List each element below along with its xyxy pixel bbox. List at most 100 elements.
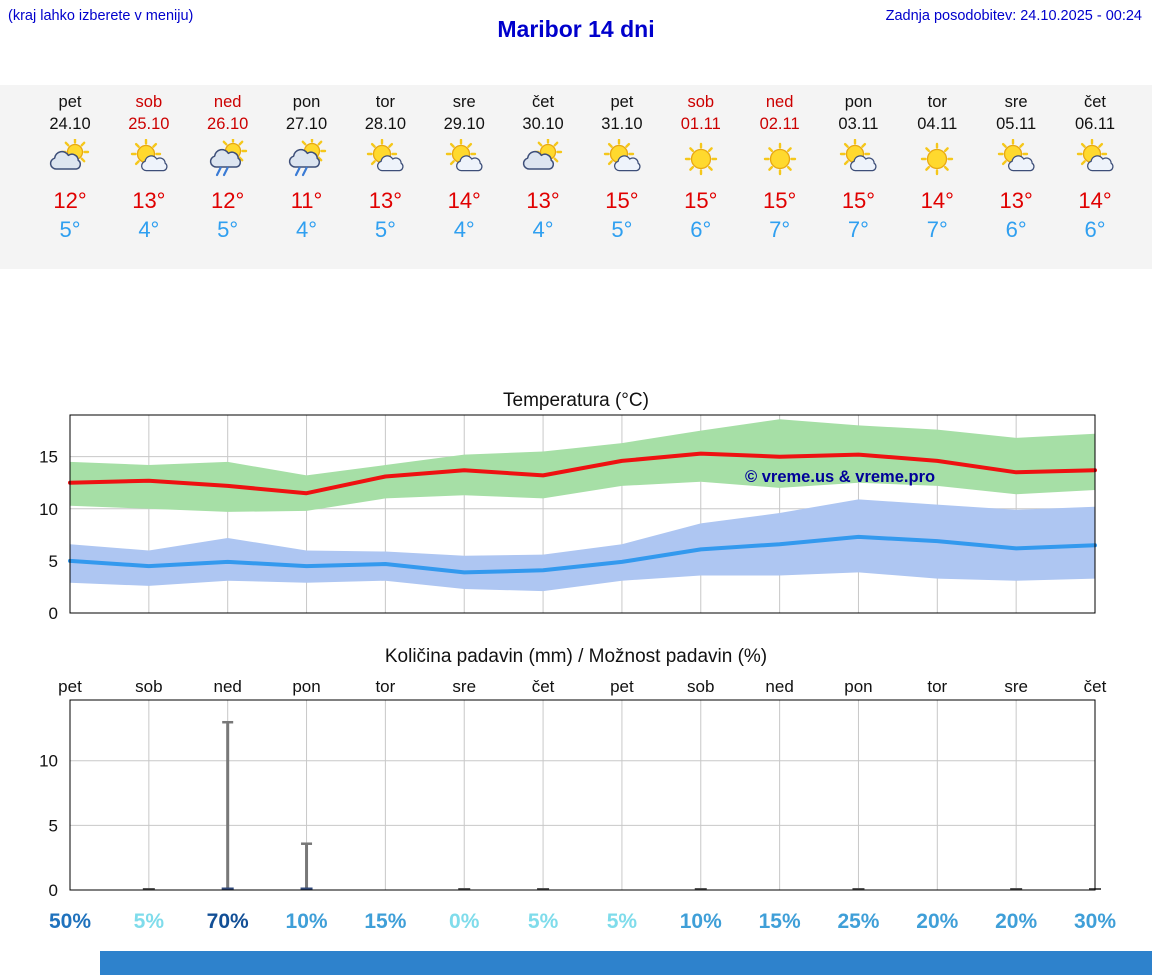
sunny-icon bbox=[915, 139, 959, 179]
date-label: 26.10 bbox=[207, 115, 249, 133]
date-label: 30.10 bbox=[522, 115, 564, 133]
forecast-day-column: čet 06.11 14° 6° bbox=[1055, 91, 1135, 243]
svg-text:sre: sre bbox=[1004, 677, 1028, 696]
forecast-day-column: pon 03.11 15° 7° bbox=[818, 91, 898, 243]
low-temp: 4° bbox=[532, 217, 554, 242]
svg-text:0: 0 bbox=[49, 881, 58, 900]
day-label: čet bbox=[1083, 93, 1106, 111]
forecast-day-column: ned 02.11 15° 7° bbox=[740, 91, 820, 243]
svg-text:20%: 20% bbox=[995, 910, 1037, 933]
svg-text:pet: pet bbox=[610, 677, 634, 696]
svg-text:sre: sre bbox=[452, 677, 476, 696]
svg-text:sob: sob bbox=[135, 677, 162, 696]
date-label: 03.11 bbox=[838, 115, 879, 133]
page-title: Maribor 14 dni bbox=[497, 16, 655, 42]
high-temp: 13° bbox=[368, 188, 403, 213]
forecast-day-column: pet 31.10 15° 5° bbox=[582, 91, 662, 243]
date-label: 27.10 bbox=[285, 115, 328, 133]
date-label: 04.11 bbox=[917, 115, 958, 133]
svg-text:0%: 0% bbox=[449, 910, 480, 933]
date-label: 29.10 bbox=[443, 115, 485, 133]
low-temp: 7° bbox=[847, 217, 869, 242]
forecast-strip: pet 24.10 12° 5° sob 25.10 13° 4° ned 26.10 12° 5° p… bbox=[0, 85, 1152, 269]
last-update-label: Zadnja posodobitev: 24.10.2025 - 00:24 bbox=[885, 8, 1142, 24]
forecast-day-column: čet 30.10 13° 4° bbox=[503, 91, 583, 243]
svg-text:5: 5 bbox=[49, 552, 58, 571]
footer-banner bbox=[100, 951, 1152, 975]
sun-cloud-rain-icon bbox=[285, 136, 329, 179]
date-label: 25.10 bbox=[128, 115, 170, 133]
high-temp: 11° bbox=[290, 188, 323, 213]
precip-gridlines bbox=[70, 700, 1095, 890]
day-label: sob bbox=[135, 93, 163, 111]
high-temp: 13° bbox=[999, 188, 1033, 213]
temp-plot-border bbox=[69, 414, 1096, 614]
copyright-watermark: © vreme.us & vreme.pro bbox=[745, 468, 935, 486]
low-temp: 6° bbox=[1084, 217, 1106, 242]
precipitation-chart: pet sob ned pon tor sre čet pet sob ned pon tor sre č… bbox=[39, 677, 1116, 933]
sun-small-cloud-icon bbox=[127, 138, 171, 179]
sun-small-cloud-icon bbox=[994, 138, 1038, 179]
forecast-day-column: tor 28.10 13° 5° bbox=[345, 91, 425, 243]
forecast-day-column: sob 25.10 13° 4° bbox=[109, 91, 189, 243]
svg-text:ned: ned bbox=[765, 677, 793, 696]
svg-text:10%: 10% bbox=[680, 910, 722, 933]
day-label: tor bbox=[375, 93, 395, 111]
svg-text:30%: 30% bbox=[1074, 910, 1116, 933]
svg-text:5%: 5% bbox=[607, 910, 638, 933]
date-label: 28.10 bbox=[364, 115, 407, 133]
high-temp: 12° bbox=[211, 188, 245, 213]
svg-text:tor: tor bbox=[375, 677, 395, 696]
sunny-icon bbox=[679, 139, 723, 179]
forecast-day-column: pet 24.10 12° 5° bbox=[30, 91, 110, 243]
low-temp: 5° bbox=[374, 217, 396, 242]
svg-text:10: 10 bbox=[39, 500, 58, 519]
low-temp: 6° bbox=[1005, 217, 1027, 242]
svg-text:5: 5 bbox=[49, 816, 58, 835]
svg-text:0: 0 bbox=[49, 604, 58, 623]
svg-text:pet: pet bbox=[58, 677, 82, 696]
low-temp: 5° bbox=[59, 217, 81, 242]
forecast-day-column: sre 29.10 14° 4° bbox=[424, 91, 504, 243]
high-temp: 15° bbox=[762, 188, 797, 213]
precip-y-axis-labels: 0 5 10 bbox=[39, 752, 58, 900]
date-label: 05.11 bbox=[996, 115, 1037, 133]
date-label: 02.11 bbox=[759, 115, 800, 133]
low-temp: 5° bbox=[217, 217, 239, 242]
day-label: ned bbox=[213, 93, 242, 111]
svg-text:ned: ned bbox=[214, 677, 242, 696]
precip-day-labels: pet sob ned pon tor sre čet pet sob ned pon tor sre č… bbox=[58, 677, 1106, 696]
high-temp: 15° bbox=[684, 188, 718, 213]
low-temp: 7° bbox=[769, 217, 791, 242]
svg-text:pon: pon bbox=[844, 677, 872, 696]
day-label: čet bbox=[532, 93, 555, 111]
svg-text:25%: 25% bbox=[837, 910, 879, 933]
sun-cloud-rain-icon bbox=[206, 136, 250, 179]
sun-cloud-icon bbox=[521, 137, 565, 179]
precip-plot-border bbox=[69, 699, 1096, 891]
high-temp: 12° bbox=[53, 188, 87, 213]
svg-text:čet: čet bbox=[1084, 677, 1107, 696]
high-temp: 14° bbox=[447, 188, 481, 213]
svg-text:15%: 15% bbox=[759, 910, 801, 933]
forecast-day-column: ned 26.10 12° 5° bbox=[188, 91, 268, 243]
day-label: pet bbox=[610, 93, 634, 111]
low-temp: 4° bbox=[138, 217, 160, 242]
day-label: pet bbox=[58, 93, 82, 111]
day-label: sob bbox=[687, 93, 715, 111]
svg-text:10: 10 bbox=[39, 752, 58, 771]
temp-y-axis-labels: 0 5 10 15 bbox=[39, 448, 58, 623]
sun-cloud-icon bbox=[48, 137, 92, 179]
menu-hint: (kraj lahko izberete v meniju) bbox=[8, 8, 194, 24]
sun-small-cloud-icon bbox=[1073, 138, 1117, 179]
svg-text:5%: 5% bbox=[134, 910, 165, 933]
low-temp: 7° bbox=[926, 217, 948, 242]
forecast-day-column: sob 01.11 15° 6° bbox=[661, 91, 741, 243]
sun-small-cloud-icon bbox=[836, 138, 880, 179]
high-temp: 15° bbox=[605, 188, 639, 213]
low-temp: 4° bbox=[453, 217, 475, 242]
svg-text:70%: 70% bbox=[207, 910, 249, 933]
svg-text:10%: 10% bbox=[286, 910, 328, 933]
low-temp: 5° bbox=[611, 217, 633, 242]
